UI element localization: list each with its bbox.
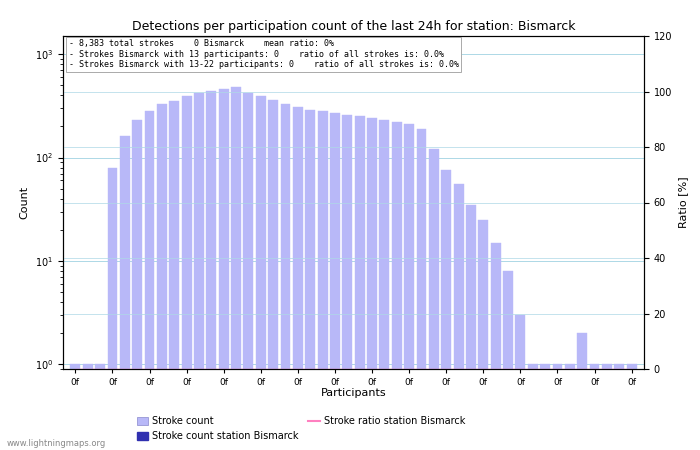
Title: Detections per participation count of the last 24h for station: Bismarck: Detections per participation count of th… <box>132 20 575 33</box>
Bar <box>293 107 303 450</box>
Bar <box>392 122 402 450</box>
Bar <box>552 364 562 450</box>
Bar <box>404 124 414 450</box>
Bar <box>169 101 179 450</box>
Bar <box>342 115 352 450</box>
Bar <box>429 149 439 450</box>
Bar <box>515 315 525 450</box>
Bar <box>454 184 463 450</box>
Y-axis label: Ratio [%]: Ratio [%] <box>678 177 688 228</box>
Bar <box>626 364 636 450</box>
Bar <box>244 93 253 450</box>
Bar <box>95 364 105 450</box>
Bar <box>281 104 290 450</box>
Bar <box>355 117 365 450</box>
Bar <box>182 96 192 450</box>
Bar <box>478 220 488 450</box>
Bar <box>367 118 377 450</box>
Bar <box>602 364 612 450</box>
Bar <box>120 136 130 450</box>
Bar <box>540 364 550 450</box>
Bar <box>379 120 389 450</box>
Bar <box>157 104 167 450</box>
Bar <box>71 364 80 450</box>
Bar <box>416 129 426 450</box>
Bar <box>231 87 241 450</box>
Bar <box>206 91 216 450</box>
Bar <box>441 171 452 450</box>
Y-axis label: Count: Count <box>20 186 29 219</box>
Bar <box>578 333 587 450</box>
Bar <box>503 271 513 450</box>
Bar <box>83 364 92 450</box>
Bar <box>491 243 500 450</box>
Bar <box>256 96 266 450</box>
Legend: Stroke count, Stroke count station Bismarck, Stroke ratio station Bismarck: Stroke count, Stroke count station Bisma… <box>133 413 469 445</box>
Bar <box>589 364 599 450</box>
X-axis label: Participants: Participants <box>321 388 386 398</box>
Text: www.lightningmaps.org: www.lightningmaps.org <box>7 439 106 448</box>
Bar <box>528 364 538 450</box>
Bar <box>132 120 142 450</box>
Bar <box>145 111 155 450</box>
Bar <box>318 111 328 450</box>
Bar <box>305 110 315 450</box>
Bar <box>194 93 204 450</box>
Bar <box>268 100 278 450</box>
Bar <box>219 89 229 450</box>
Bar <box>615 364 624 450</box>
Bar <box>330 113 340 450</box>
Bar <box>108 167 118 450</box>
Bar <box>466 205 476 450</box>
Bar <box>565 364 575 450</box>
Text: - 8,383 total strokes    0 Bismarck    mean ratio: 0%
- Strokes Bismarck with 13: - 8,383 total strokes 0 Bismarck mean ra… <box>69 39 459 69</box>
